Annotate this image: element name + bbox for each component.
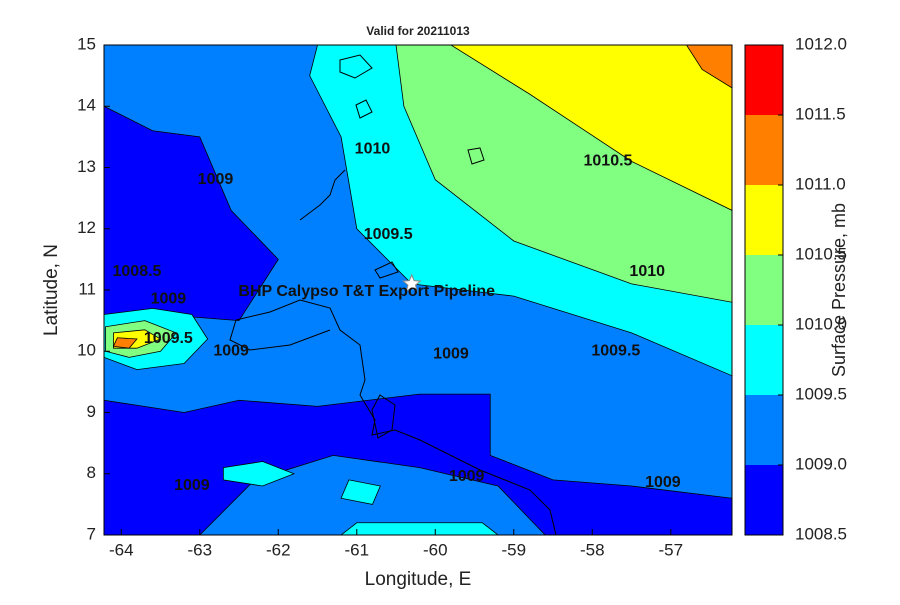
y-tick-label: 11 bbox=[78, 279, 96, 298]
coastline bbox=[229, 319, 331, 351]
contour-label: 1009 bbox=[198, 171, 234, 188]
colorbar-frame bbox=[744, 44, 784, 536]
colorbar-tick-label: 1008.5 bbox=[795, 524, 847, 543]
y-tick-label: 8 bbox=[87, 463, 96, 482]
y-tick-label: 13 bbox=[77, 157, 96, 176]
pressure-region bbox=[340, 479, 381, 505]
contour-label: 1010 bbox=[629, 263, 665, 280]
contour-label: 1009 bbox=[645, 474, 681, 491]
colorbar-label: Surface Pressure, mb bbox=[829, 203, 849, 377]
pressure-region bbox=[450, 45, 732, 211]
y-tick-label: 10 bbox=[77, 341, 96, 360]
colorbar-tick-label: 1012.0 bbox=[795, 34, 847, 53]
plot-area: 1010 1010.5 1009.5 1010 1009.5 1009 1009 1009 10… bbox=[104, 45, 732, 535]
contour-label: 1010.5 bbox=[584, 153, 633, 170]
colorbar-tick-label: 1010.0 bbox=[795, 314, 847, 333]
x-tick-label: -60 bbox=[423, 540, 448, 559]
contour-label: 1009 bbox=[174, 477, 210, 494]
colorbar-swatch bbox=[745, 45, 783, 115]
x-axis-label: Longitude, E bbox=[365, 569, 472, 590]
colorbar-swatch bbox=[745, 325, 783, 395]
colorbar-swatch bbox=[745, 395, 783, 465]
annotation: BHP Calypso T&T Export Pipeline bbox=[238, 283, 495, 300]
colorbar-tick-label: 1011.5 bbox=[795, 104, 846, 123]
contour-label: 1009 bbox=[213, 342, 249, 359]
contour-label: 1008.5 bbox=[113, 263, 162, 280]
coastline bbox=[467, 147, 485, 165]
contour-label: 1009 bbox=[433, 346, 469, 363]
colorbar-tick-label: 1010.5 bbox=[795, 244, 847, 263]
x-tick-label: -57 bbox=[658, 540, 683, 559]
x-tick-label: -59 bbox=[501, 540, 526, 559]
colorbar-swatch bbox=[745, 255, 783, 325]
x-tick-label: -61 bbox=[344, 540, 369, 559]
colorbar-tick-label: 1011.0 bbox=[795, 174, 846, 193]
contour-label: 1009.5 bbox=[591, 342, 640, 359]
coastline bbox=[355, 99, 373, 119]
y-tick-label: 14 bbox=[77, 96, 96, 115]
contour-label: 1009 bbox=[151, 290, 187, 307]
coastline bbox=[374, 261, 399, 279]
colorbar-swatch bbox=[745, 185, 783, 255]
coastline bbox=[235, 299, 557, 535]
pressure-region bbox=[340, 522, 499, 535]
contour-label: 1009.5 bbox=[144, 330, 193, 347]
y-tick-label: 9 bbox=[87, 402, 96, 421]
coastline bbox=[299, 169, 346, 221]
contour-label: 1009 bbox=[449, 468, 485, 485]
pressure-region bbox=[685, 45, 732, 89]
coastline bbox=[371, 394, 396, 439]
x-tick-label: -64 bbox=[109, 540, 134, 559]
chart-title: Valid for 20211013 bbox=[366, 24, 470, 38]
y-tick-label: 15 bbox=[77, 34, 96, 53]
x-tick-label: -62 bbox=[266, 540, 291, 559]
colorbar-swatch bbox=[745, 465, 783, 535]
pressure-region bbox=[222, 461, 296, 487]
colorbar-tick-label: 1009.0 bbox=[795, 454, 847, 473]
colorbar-swatch bbox=[745, 115, 783, 185]
contour-label: 1009.5 bbox=[364, 226, 413, 243]
y-tick-label: 12 bbox=[77, 218, 96, 237]
contour-label: 1010 bbox=[355, 140, 391, 157]
y-tick-label: 7 bbox=[87, 524, 96, 543]
pressure-region bbox=[112, 337, 138, 349]
x-tick-label: -63 bbox=[187, 540, 212, 559]
y-axis-label: Latitude, N bbox=[41, 244, 62, 336]
x-tick-label: -58 bbox=[580, 540, 605, 559]
coastline bbox=[339, 54, 373, 79]
colorbar-tick-label: 1009.5 bbox=[795, 384, 847, 403]
site-marker bbox=[401, 273, 422, 293]
